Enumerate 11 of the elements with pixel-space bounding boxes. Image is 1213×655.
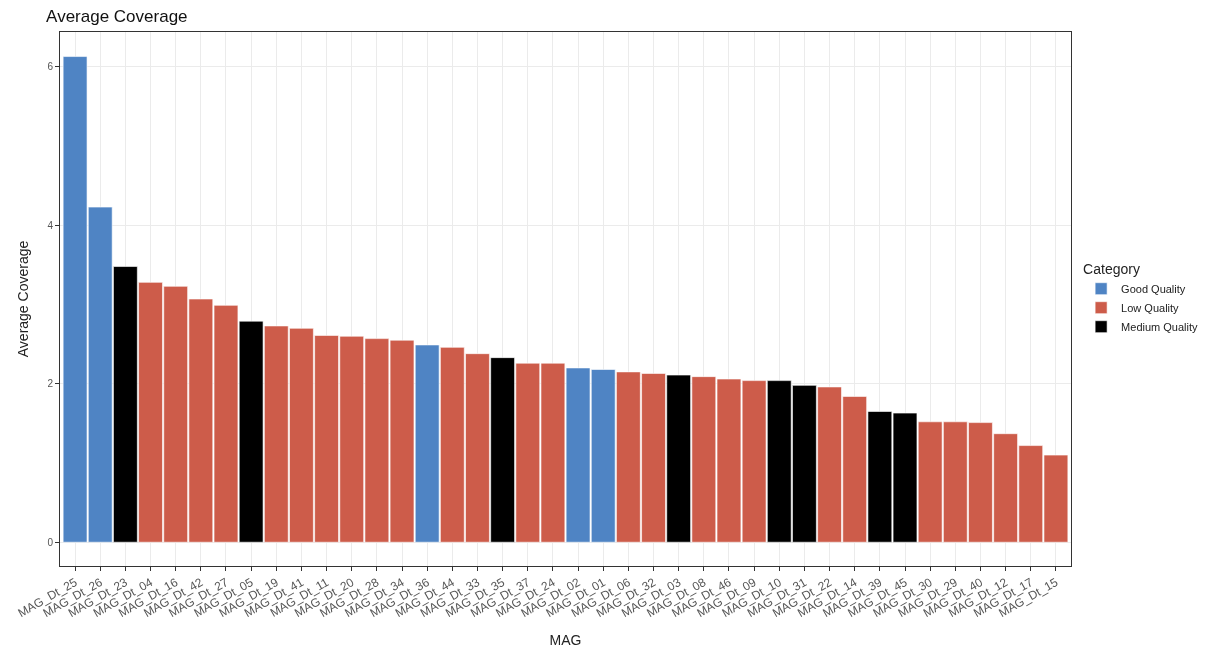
y-tick-label: 2 <box>47 378 54 390</box>
y-tick-label: 0 <box>47 536 54 548</box>
legend-title: Category <box>1083 261 1140 278</box>
y-axis-title: Average Coverage <box>15 240 32 358</box>
y-tick-label: 4 <box>47 219 54 231</box>
legend-label: Good Quality <box>1121 282 1186 295</box>
x-axis-title: MAG <box>549 631 582 648</box>
chart-title: Average Coverage <box>46 6 188 26</box>
legend-label: Medium Quality <box>1121 320 1199 333</box>
legend-label: Low Quality <box>1121 301 1180 314</box>
y-tick-label: 6 <box>47 61 54 73</box>
